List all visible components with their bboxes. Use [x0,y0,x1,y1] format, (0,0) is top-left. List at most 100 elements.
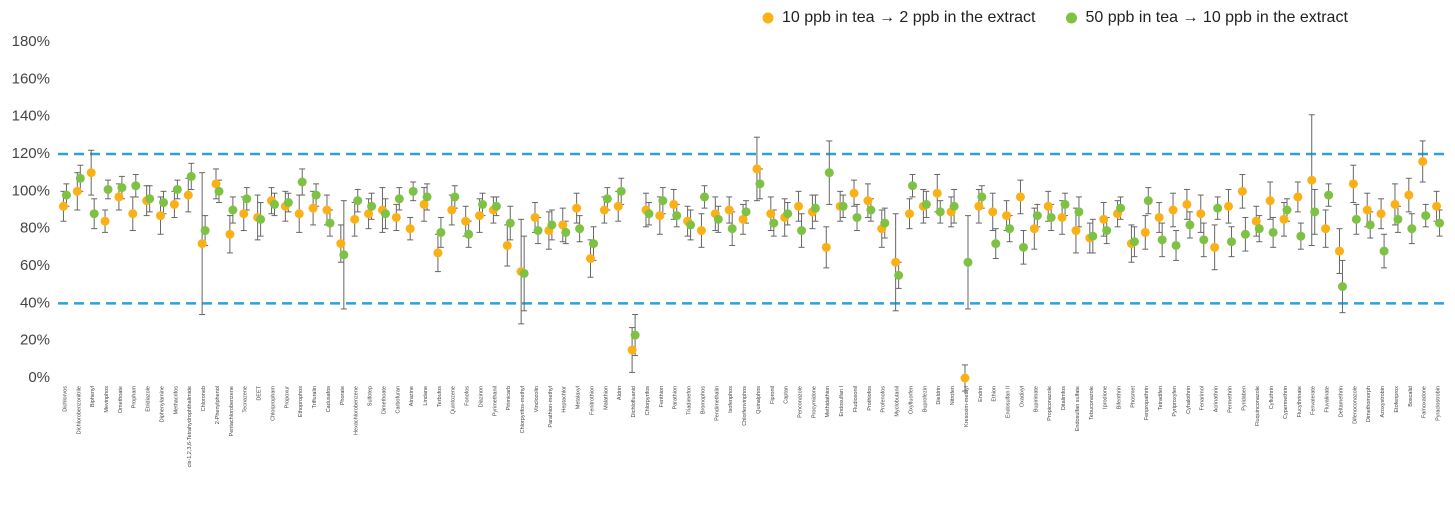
x-tick-label: Methidathion [825,386,831,418]
data-point [1199,235,1209,245]
y-tick-label: 180% [12,33,50,50]
x-tick-label: Fonofos [465,386,471,406]
data-point [905,209,915,219]
data-point [863,196,873,206]
data-point [131,181,141,191]
data-point [450,192,460,202]
x-tick-label: Hexachlorobenzene [354,386,360,435]
x-tick-label: Dichlorvos [62,386,68,412]
data-point [1435,218,1445,228]
x-tick-label: Bupirimate [1033,386,1039,412]
data-point [461,216,471,226]
data-point [75,173,85,183]
data-point [239,209,249,219]
x-tick-label: Chlorpyrifos [645,386,651,416]
data-point [588,239,598,249]
data-point [353,196,363,206]
data-point [159,198,169,208]
data-point [880,218,890,228]
data-point [478,199,488,209]
data-point [1321,224,1331,234]
data-point [1140,227,1150,237]
data-point [200,226,210,236]
legend-label: 10 ppb in tea → 2 ppb in the extract [782,9,1036,26]
data-point [849,188,859,198]
x-tick-label: Isofenphos [728,386,734,413]
data-point [932,188,942,198]
x-tick-label: Diazinon [478,386,484,407]
y-tick-label: 160% [12,70,50,87]
x-tick-label: Endosulfan sulfate [1075,386,1081,431]
data-point [1074,207,1084,217]
x-tick-label: Terbufos [437,386,443,407]
data-point [602,194,612,204]
data-point [977,192,987,202]
data-point [256,214,266,224]
data-point [172,184,182,194]
x-tick-label: Malathion [603,386,609,410]
data-point [1310,207,1320,217]
data-point [655,211,665,221]
data-point [1421,211,1431,221]
data-point [1362,205,1372,215]
data-point [1251,216,1261,226]
data-point [183,190,193,200]
x-tick-label: Dieldrin [936,386,942,405]
y-tick-label: 80% [20,220,50,237]
x-tick-label: Atrazine [409,386,415,406]
data-point [585,254,595,264]
x-tick-label: Heptachlor [562,386,568,413]
data-point [699,192,709,202]
data-point [114,192,124,202]
data-point [810,203,820,213]
x-tick-label: Fenpropathrin [1144,386,1150,420]
data-point [558,220,568,230]
data-point [1324,190,1334,200]
data-point [297,177,307,187]
data-point [1213,203,1223,213]
data-point [530,212,540,222]
data-point [658,196,668,206]
x-tick-label: Deltamethrin [1338,386,1344,417]
data-point [1168,205,1178,215]
data-point [669,199,679,209]
data-point [974,201,984,211]
data-point [672,211,682,221]
data-point [408,186,418,196]
data-point [960,373,970,383]
data-point [533,226,543,236]
data-point [1404,190,1414,200]
data-point [169,199,179,209]
data-point [475,211,485,221]
data-point [599,205,609,215]
x-tick-label: Ethion [992,386,998,402]
x-tick-label: Prothiofos [867,386,873,411]
data-point [1418,156,1428,166]
x-tick-label: Triadimefon [687,386,693,415]
data-point [1060,199,1070,209]
data-point [821,242,831,252]
data-point [294,209,304,219]
y-tick-label: 140% [12,108,50,125]
x-tick-label: Ditalimfos [1061,386,1067,410]
data-point [308,203,318,213]
data-point [211,179,221,189]
y-tick-label: 60% [20,257,50,274]
x-tick-label: Methacrifos [173,386,179,415]
y-tick-label: 100% [12,182,50,199]
x-tick-label: Pirimicarb [506,386,512,410]
data-point [1099,214,1109,224]
data-point [1057,212,1067,222]
data-point [350,214,360,224]
data-point [1088,231,1098,241]
data-point [214,186,224,196]
x-tick-label: Carbofuran [395,386,401,414]
data-point [1379,246,1389,256]
data-point [86,168,96,178]
x-tick-label: Tetradifen [1158,386,1164,410]
data-point [391,212,401,222]
x-tick-label: Fluquinconazole [1255,386,1261,426]
x-tick-label: Cypermethrin [1283,386,1289,419]
data-point [613,201,623,211]
